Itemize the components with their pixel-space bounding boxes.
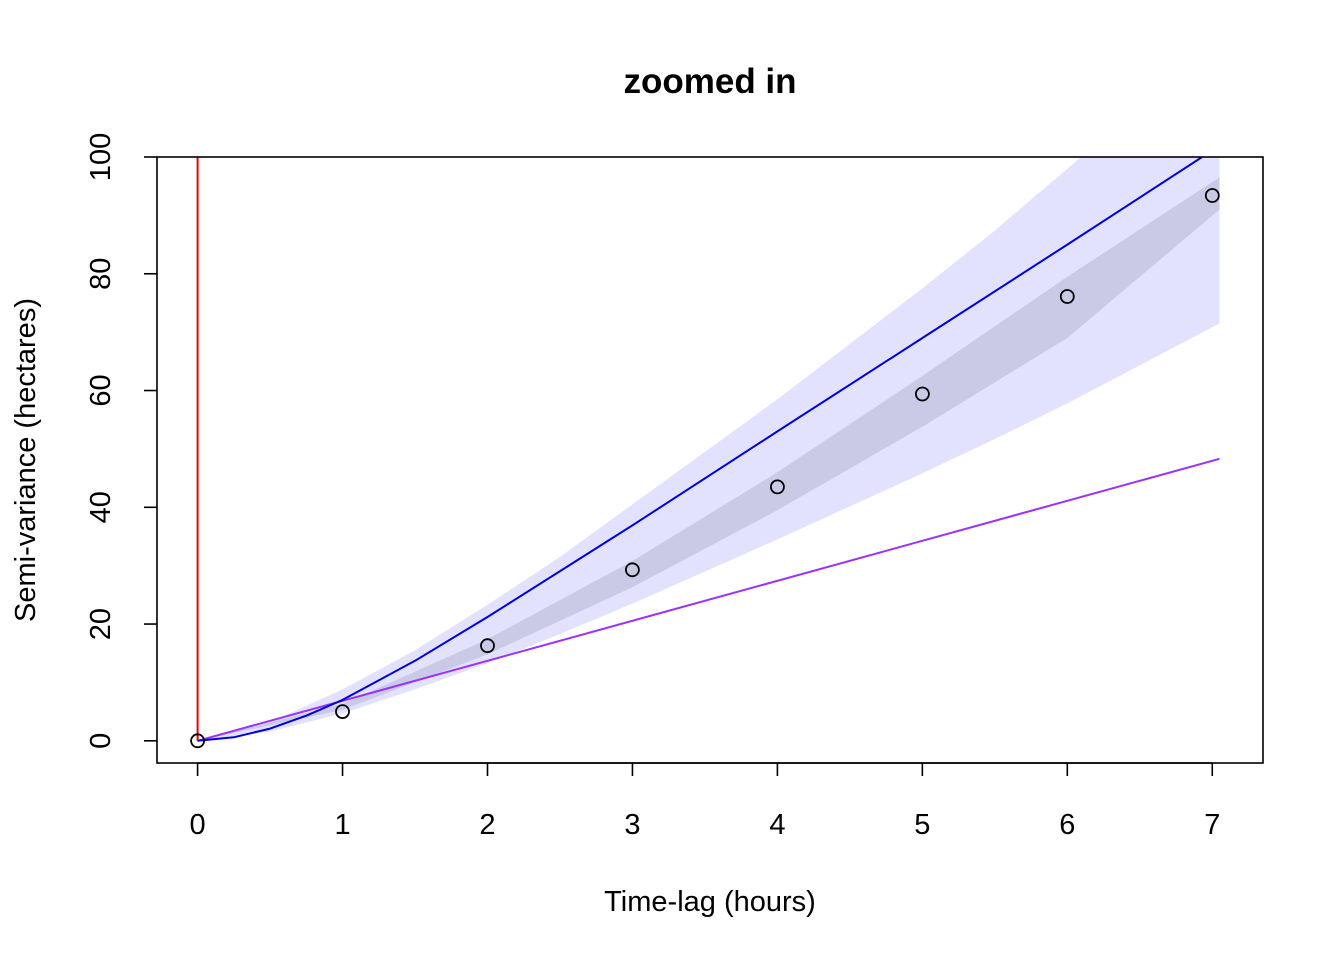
- y-axis-label: Semi-variance (hectares): [10, 298, 42, 622]
- y-axis: 0 20 40 60 80 100: [85, 133, 157, 749]
- chart-title: zoomed in: [623, 62, 796, 101]
- data-point: [915, 386, 930, 402]
- data-point: [335, 704, 350, 719]
- x-tick-label: 3: [624, 809, 640, 841]
- y-tick-label: 60: [85, 374, 117, 406]
- x-tick-label: 2: [479, 809, 495, 841]
- x-tick-label: 1: [334, 809, 350, 841]
- x-tick-label: 7: [1204, 809, 1220, 841]
- plot-area: [190, 157, 1220, 749]
- x-tick-label: 4: [769, 809, 785, 841]
- y-tick-label: 20: [85, 608, 117, 640]
- x-tick-label: 6: [1059, 809, 1075, 841]
- data-point: [480, 638, 495, 654]
- data-point: [770, 479, 785, 495]
- x-axis-label: Time-lag (hours): [604, 886, 816, 918]
- x-axis: 0 1 2 3 4 5 6 7: [190, 762, 1220, 841]
- wide-confidence-band: [197, 157, 1220, 741]
- y-tick-label: 80: [85, 258, 117, 290]
- y-tick-label: 0: [85, 733, 117, 749]
- data-point: [625, 562, 640, 578]
- y-tick-label: 40: [85, 491, 117, 523]
- y-tick-label: 100: [85, 133, 117, 181]
- data-point: [190, 733, 206, 749]
- data-point: [1059, 289, 1075, 304]
- purple-series-line: [197, 457, 1220, 742]
- x-tick-label: 5: [914, 809, 930, 841]
- x-tick-label: 0: [190, 809, 206, 841]
- data-point: [1204, 188, 1220, 203]
- blue-series-curve: [197, 157, 1203, 742]
